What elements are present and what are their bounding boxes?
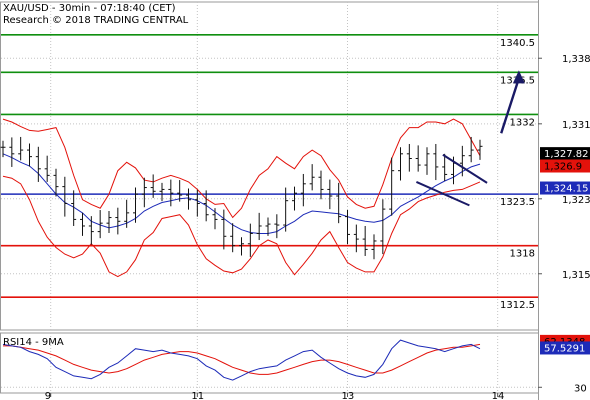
x-tick-label: 14 [492, 391, 505, 400]
level-label: 1332 [510, 117, 535, 128]
x-tick-label: 13 [342, 391, 355, 400]
level-label: 1318 [510, 249, 535, 260]
rsi-axis: 30 [538, 383, 587, 394]
level-label: 1312.5 [500, 300, 535, 311]
bollinger-bands [2, 118, 481, 278]
price-tags: 1,327.82 1,326.9 1,324.15 [540, 147, 590, 195]
price-tag-box [540, 147, 590, 161]
rsi-line [2, 339, 481, 381]
price-bars [0, 136, 483, 260]
forecast-arrow-head [512, 70, 525, 84]
x-tick-label: 9 [45, 391, 51, 400]
y-tick-label: 1,331 [562, 120, 590, 131]
rsi-title: RSI14 - 9MA [3, 337, 64, 348]
price-tag-label: 1,324.15 [544, 184, 589, 195]
rsi-panel-frame [0, 332, 539, 394]
rsi-tags: 62.134857.5291 [540, 334, 590, 355]
price-tag-label: 1,327.82 [544, 149, 589, 160]
price-tag-box [540, 181, 590, 195]
rsi-y-tick-label: 30 [574, 383, 587, 394]
y-tick-label: 1,315 [562, 270, 590, 281]
rsi-panel-gridlines [0, 332, 539, 394]
rsi-ma-line [3, 343, 481, 375]
level-label: 1323.5 [500, 197, 535, 208]
rsi-tag-label: 57.5291 [544, 343, 585, 354]
price-tag-box [540, 159, 590, 173]
channel-lower-line [415, 181, 470, 207]
y-tick-label: 1,323 [562, 195, 590, 206]
channel-upper-line [442, 153, 488, 184]
forecast-arrow-shaft [500, 78, 521, 134]
price-tag-label: 1,326.9 [544, 162, 582, 173]
rsi-lines [2, 339, 481, 381]
price-axis: 1,315 1,323 1,331 1,338 [538, 54, 590, 281]
chart-title: XAU/USD - 30min - 07:18:40 (CET) [3, 3, 176, 14]
bollinger-upper [2, 118, 481, 219]
x-tick-label: 11 [191, 391, 204, 400]
y-tick-label: 1,338 [562, 54, 590, 65]
level-label: 1340.5 [500, 38, 535, 49]
rsi-tag-box [540, 341, 590, 355]
drawn-annotations [415, 70, 525, 207]
bollinger-lower [2, 175, 481, 278]
chart-source: Research © 2018 TRADING CENTRAL [3, 15, 189, 26]
time-axis: 9 11 13 14 [45, 391, 505, 400]
